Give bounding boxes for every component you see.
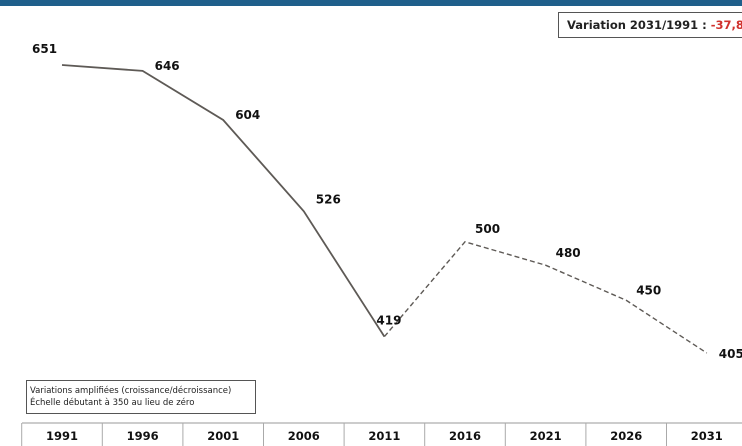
data-label-2021: 480	[556, 246, 581, 260]
x-tick-2021: 2021	[530, 429, 562, 443]
data-label-2001: 604	[235, 108, 260, 122]
note-line-2: Échelle débutant à 350 au lieu de zéro	[30, 398, 195, 408]
data-label-2026: 450	[636, 283, 661, 297]
x-tick-2016: 2016	[449, 429, 481, 443]
x-tick-2001: 2001	[207, 429, 239, 443]
data-label-1996: 646	[155, 59, 180, 73]
data-label-2016: 500	[475, 222, 500, 236]
x-tick-2006: 2006	[288, 429, 320, 443]
x-tick-2031: 2031	[691, 429, 723, 443]
header-bar	[0, 0, 742, 6]
variation-value: -37,8%	[710, 18, 742, 32]
x-tick-2011: 2011	[368, 429, 400, 443]
series-line-observed	[61, 64, 386, 338]
data-label-1991: 651	[32, 42, 57, 56]
x-tick-1991: 1991	[46, 429, 78, 443]
data-label-2006: 526	[316, 192, 341, 206]
scale-note-box: Variations amplifiées (croissance/décroi…	[26, 380, 256, 414]
variation-box: Variation 2031/1991 : -37,8%	[558, 12, 742, 38]
data-label-2011: 419	[376, 314, 401, 328]
variation-label: Variation 2031/1991 :	[567, 18, 707, 32]
note-line-1: Variations amplifiées (croissance/décroi…	[30, 386, 232, 396]
x-tick-2026: 2026	[610, 429, 642, 443]
data-label-2031: 405	[719, 347, 742, 361]
series-line-projected	[383, 241, 708, 354]
x-tick-1996: 1996	[127, 429, 159, 443]
